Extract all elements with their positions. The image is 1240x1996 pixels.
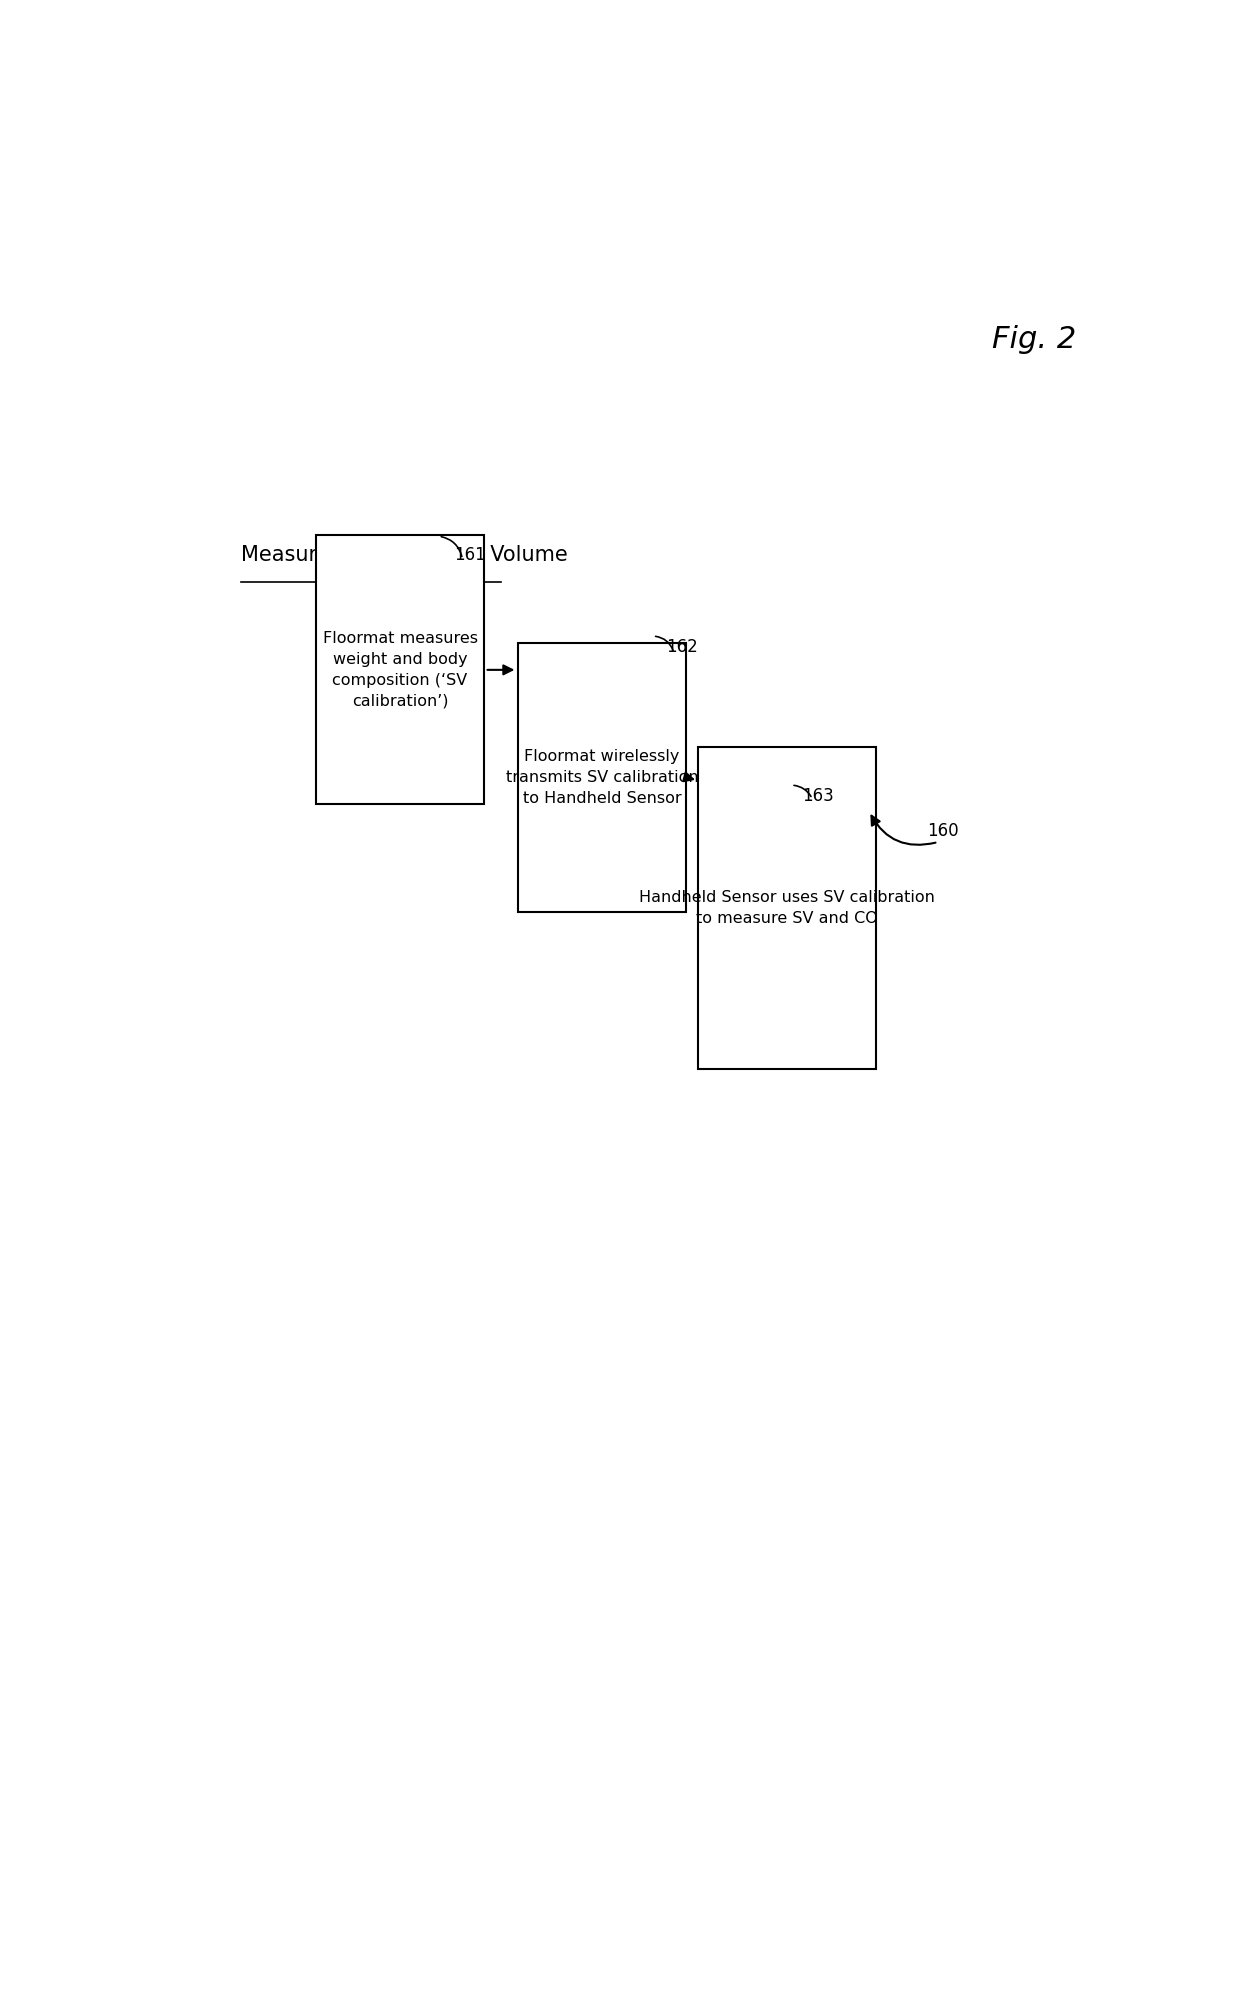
Text: 161: 161 — [454, 545, 486, 563]
Text: 163: 163 — [802, 786, 835, 804]
Text: Fig. 2: Fig. 2 — [992, 325, 1076, 353]
Bar — [316, 535, 484, 804]
Text: Floormat measures
weight and body
composition (‘SV
calibration’): Floormat measures weight and body compos… — [322, 631, 477, 709]
Text: Floormat wirelessly
transmits SV calibration
to Handheld Sensor: Floormat wirelessly transmits SV calibra… — [506, 748, 698, 806]
Bar — [698, 747, 877, 1070]
Text: 162: 162 — [666, 639, 698, 657]
Text: 160: 160 — [928, 822, 959, 840]
Bar — [518, 643, 686, 912]
Text: Measurement of Stroke Volume: Measurement of Stroke Volume — [242, 545, 568, 565]
Text: Handheld Sensor uses SV calibration
to measure SV and CO: Handheld Sensor uses SV calibration to m… — [640, 890, 935, 926]
